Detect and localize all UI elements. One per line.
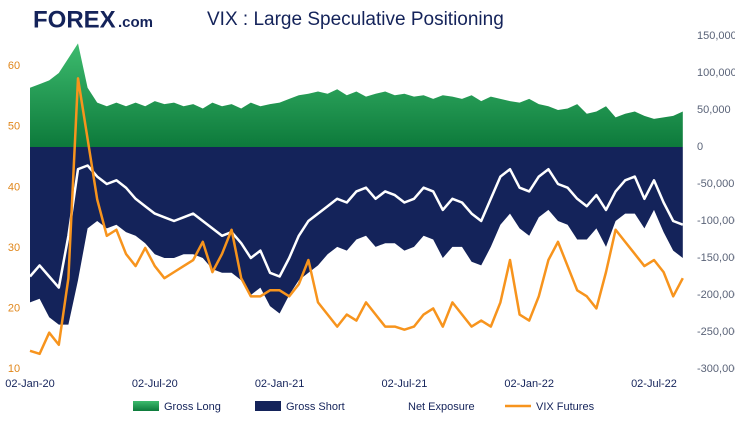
y2-tick-label: 50,000: [697, 104, 731, 116]
legend-label: Gross Short: [286, 401, 345, 413]
legend-swatch: [133, 401, 159, 411]
legend-swatch: [255, 401, 281, 411]
x-tick-label: 02-Jan-22: [504, 378, 554, 390]
y2-tick-label: 0: [697, 141, 703, 153]
y2-tick-label: 100,000: [697, 67, 735, 79]
y-tick-label: 60: [8, 60, 20, 72]
legend-label: VIX Futures: [536, 401, 595, 413]
logo-suffix: .com: [118, 14, 153, 31]
area: [30, 43, 683, 147]
legend-label: Net Exposure: [408, 401, 475, 413]
y2-tick-label: -300,000: [697, 363, 735, 375]
y-tick-label: 50: [8, 121, 20, 133]
line: [29, 164, 684, 289]
line: [29, 77, 684, 356]
legend-label: Gross Long: [164, 401, 221, 413]
x-tick-label: 02-Jan-21: [255, 378, 305, 390]
y2-tick-label: -200,000: [697, 289, 735, 301]
y2-tick-label: -100,000: [697, 215, 735, 227]
y2-tick-label: 150,000: [697, 30, 735, 42]
y2-tick-label: -50,000: [697, 178, 734, 190]
y2-tick-label: -150,000: [697, 252, 735, 264]
x-tick-label: 02-Jan-20: [5, 378, 55, 390]
x-tick-label: 02-Jul-21: [381, 378, 427, 390]
y-tick-label: 30: [8, 242, 20, 254]
y-tick-label: 40: [8, 181, 20, 193]
y-tick-label: 10: [8, 363, 20, 375]
area: [30, 147, 683, 325]
y-tick-label: 20: [8, 302, 20, 314]
chart-title: VIX : Large Speculative Positioning: [207, 9, 504, 30]
y2-tick-label: -250,000: [697, 326, 735, 338]
x-tick-label: 02-Jul-22: [631, 378, 677, 390]
x-tick-label: 02-Jul-20: [132, 378, 178, 390]
logo: FOREX: [33, 6, 116, 33]
